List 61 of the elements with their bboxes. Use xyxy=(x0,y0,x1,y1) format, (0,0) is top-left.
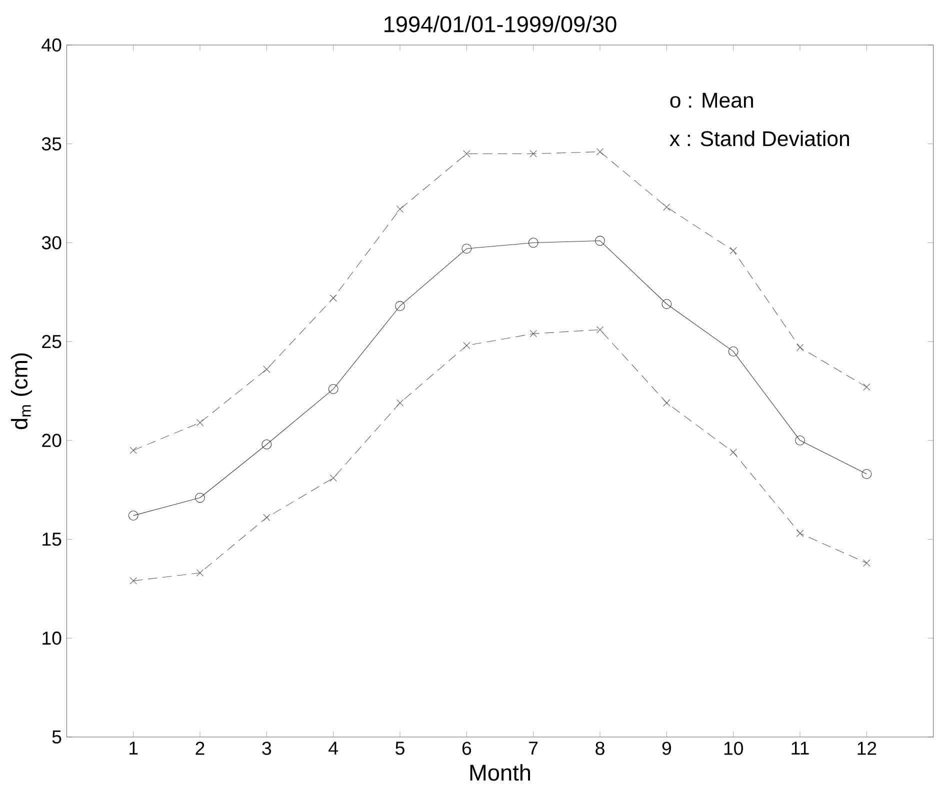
point xyxy=(328,384,338,394)
y-axis-title: d$_{m}$ (cm) xyxy=(10,353,32,430)
point xyxy=(196,419,204,426)
point xyxy=(528,238,538,248)
point xyxy=(263,366,270,373)
y-tick-label: 25 xyxy=(42,334,62,348)
point xyxy=(796,344,804,352)
point xyxy=(595,236,605,246)
point xyxy=(728,346,738,356)
x-tick-label: 5 xyxy=(396,742,404,755)
point xyxy=(396,206,404,213)
annotation: x : Stand Deviation xyxy=(670,130,850,146)
point xyxy=(463,342,470,350)
point xyxy=(463,150,470,158)
point xyxy=(730,247,737,254)
y-tick-label: 35 xyxy=(42,137,62,150)
point xyxy=(663,399,670,406)
point xyxy=(128,510,138,520)
point xyxy=(530,330,537,338)
x-tick-label: 4 xyxy=(328,742,338,755)
point xyxy=(596,148,604,156)
chart-title: 1994/01/01-1999/09/30 xyxy=(384,16,616,32)
point xyxy=(262,439,272,450)
x-tick-label: 9 xyxy=(662,742,671,755)
point xyxy=(862,469,872,479)
point xyxy=(863,383,870,391)
point xyxy=(596,326,604,334)
point xyxy=(395,301,405,311)
y-tick-label: 5 xyxy=(52,730,62,744)
point xyxy=(196,569,204,576)
point xyxy=(330,294,337,302)
y-tick-label: 30 xyxy=(42,236,62,250)
x-tick-label: 8 xyxy=(596,742,604,755)
point xyxy=(263,514,270,522)
x-tick-label: 12 xyxy=(858,742,876,755)
x-tick-label: 2 xyxy=(196,742,204,755)
point xyxy=(330,474,337,482)
y-tick-label: 15 xyxy=(42,532,62,546)
point xyxy=(130,446,137,454)
point xyxy=(796,530,804,537)
x-tick-label: 1 xyxy=(130,742,138,755)
point xyxy=(396,399,404,406)
y-tick-label: 10 xyxy=(42,632,62,645)
point xyxy=(530,150,537,158)
annotation: o : Mean xyxy=(670,92,753,108)
point xyxy=(863,559,870,567)
point xyxy=(795,435,805,446)
x-tick-label: 11 xyxy=(792,742,809,755)
x-tick-label: 3 xyxy=(262,742,272,755)
y-tick-label: 40 xyxy=(42,38,62,52)
x-tick-label: 10 xyxy=(724,742,743,755)
point xyxy=(130,577,137,584)
point xyxy=(195,492,205,503)
x-tick-label: 7 xyxy=(529,742,538,755)
point xyxy=(662,299,672,309)
point xyxy=(730,448,737,456)
point xyxy=(663,204,670,211)
x-tick-label: 6 xyxy=(462,742,472,755)
point xyxy=(462,244,472,254)
x-axis-title: Month xyxy=(470,764,530,781)
y-tick-label: 20 xyxy=(42,434,62,448)
